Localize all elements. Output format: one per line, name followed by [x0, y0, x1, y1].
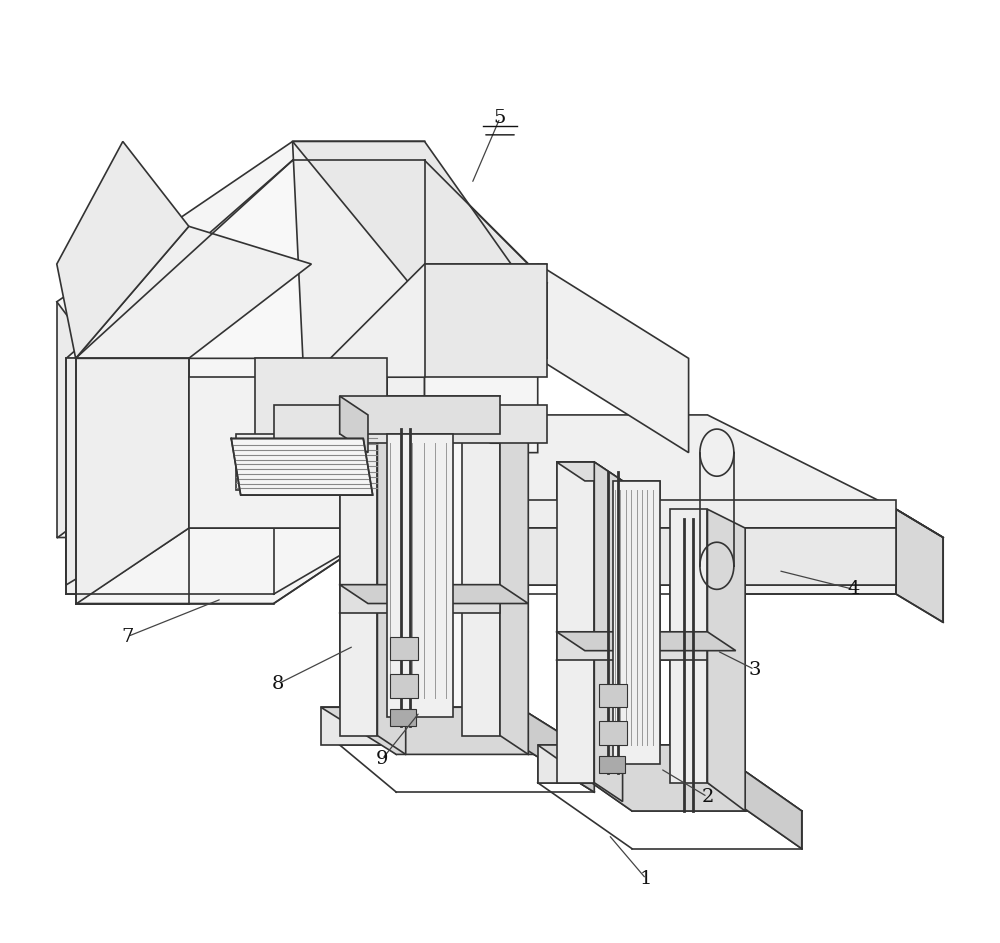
Polygon shape [57, 141, 425, 453]
Polygon shape [462, 500, 896, 528]
Polygon shape [66, 160, 425, 358]
Polygon shape [425, 264, 547, 377]
Polygon shape [293, 141, 425, 538]
Polygon shape [293, 141, 538, 302]
Polygon shape [500, 424, 528, 754]
Bar [599, 684, 627, 707]
Polygon shape [538, 745, 707, 783]
Polygon shape [340, 585, 500, 613]
Polygon shape [340, 396, 368, 453]
Polygon shape [462, 424, 500, 736]
Polygon shape [274, 405, 547, 443]
Polygon shape [538, 264, 689, 453]
Polygon shape [340, 396, 500, 434]
Polygon shape [462, 528, 896, 585]
Text: 5: 5 [494, 108, 506, 127]
Polygon shape [340, 415, 406, 434]
Polygon shape [311, 264, 547, 377]
Bar [390, 637, 418, 660]
Text: 4: 4 [847, 580, 860, 599]
Polygon shape [340, 585, 528, 604]
Text: 2: 2 [701, 787, 714, 806]
Polygon shape [707, 509, 745, 811]
Polygon shape [236, 434, 377, 490]
Polygon shape [340, 424, 500, 736]
Polygon shape [462, 509, 896, 585]
Polygon shape [387, 434, 453, 717]
Polygon shape [66, 528, 387, 594]
Polygon shape [76, 226, 311, 358]
Text: 7: 7 [121, 627, 134, 646]
Polygon shape [255, 358, 387, 453]
Polygon shape [557, 632, 736, 651]
Polygon shape [57, 141, 189, 358]
Polygon shape [557, 462, 594, 783]
Polygon shape [66, 358, 161, 585]
Text: 9: 9 [376, 750, 388, 769]
Polygon shape [293, 160, 547, 283]
Polygon shape [425, 302, 538, 453]
Polygon shape [670, 509, 707, 783]
Polygon shape [57, 302, 170, 538]
Polygon shape [321, 707, 519, 745]
Polygon shape [321, 707, 594, 754]
Polygon shape [462, 528, 896, 585]
Bar [390, 709, 416, 726]
Polygon shape [66, 528, 170, 594]
Polygon shape [274, 415, 896, 585]
Bar [599, 721, 627, 745]
Polygon shape [689, 509, 943, 538]
Polygon shape [189, 377, 387, 528]
Polygon shape [57, 453, 425, 538]
Text: 1: 1 [640, 869, 652, 888]
Polygon shape [538, 745, 802, 811]
Polygon shape [231, 438, 373, 495]
Polygon shape [707, 745, 802, 849]
Bar [390, 674, 418, 698]
Polygon shape [557, 632, 707, 660]
Polygon shape [76, 528, 387, 604]
Polygon shape [689, 509, 896, 594]
Polygon shape [557, 462, 623, 481]
Polygon shape [613, 481, 660, 764]
Text: 8: 8 [272, 674, 285, 693]
Polygon shape [425, 160, 547, 358]
Polygon shape [462, 424, 528, 443]
Polygon shape [594, 462, 623, 802]
Polygon shape [76, 358, 189, 604]
Polygon shape [340, 415, 377, 736]
Polygon shape [377, 415, 406, 754]
Text: 3: 3 [748, 660, 761, 679]
Polygon shape [519, 707, 594, 792]
Polygon shape [896, 509, 943, 622]
Bar [599, 756, 625, 773]
